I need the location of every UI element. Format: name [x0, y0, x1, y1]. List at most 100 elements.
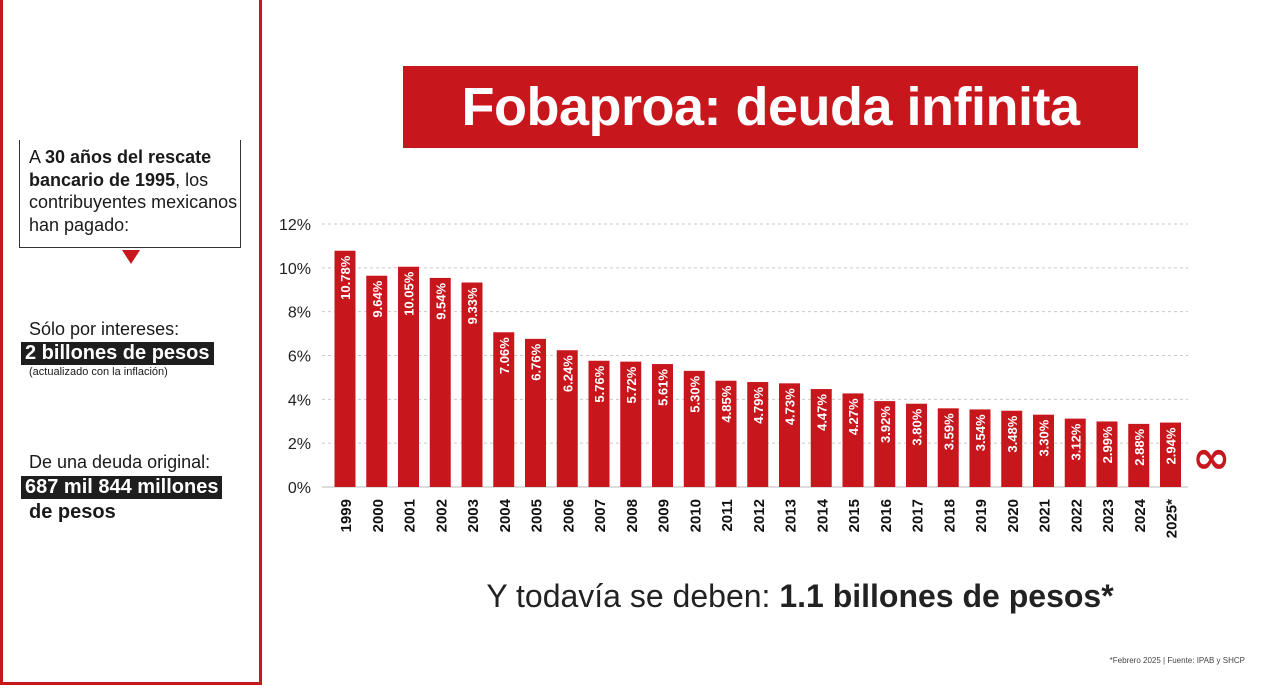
bar — [906, 403, 927, 487]
intro-box — [19, 140, 241, 248]
bar — [715, 380, 737, 487]
x-tick-label: 2012 — [751, 499, 768, 532]
data-label: 9.64% — [370, 280, 385, 317]
bar — [874, 401, 896, 487]
x-tick-label: 2011 — [719, 499, 736, 532]
bar — [366, 275, 388, 487]
x-tick-label: 2014 — [814, 498, 831, 532]
y-tick-label: 6% — [288, 349, 311, 366]
bar — [1160, 422, 1181, 487]
data-label: 2.99% — [1100, 426, 1115, 463]
data-label: 5.61% — [656, 369, 671, 406]
x-tick-label: 2008 — [624, 499, 641, 532]
data-label: 3.12% — [1068, 423, 1083, 460]
x-tick-label: 2020 — [1005, 499, 1022, 532]
bar — [493, 332, 515, 487]
x-tick-label: 2025* — [1164, 499, 1181, 538]
x-tick-label: 2007 — [592, 499, 609, 532]
bar — [620, 361, 642, 487]
x-tick-label: 2003 — [465, 499, 482, 532]
data-label: 7.06% — [497, 337, 512, 374]
bar — [525, 338, 546, 487]
interests-note: (actualizado con la inflación) — [29, 366, 168, 378]
bar — [969, 409, 991, 487]
bar — [588, 360, 610, 487]
data-label: 4.85% — [719, 385, 734, 422]
data-label: 9.33% — [465, 287, 480, 324]
y-tick-label: 10% — [279, 261, 311, 278]
original-debt-label: De una deuda original: — [29, 452, 211, 472]
x-tick-label: 2019 — [973, 499, 990, 532]
x-tick-label: 2000 — [370, 499, 387, 532]
data-label: 5.72% — [624, 366, 639, 403]
data-label: 3.59% — [941, 413, 956, 450]
bar — [556, 350, 578, 487]
y-tick-label: 0% — [288, 480, 311, 497]
original-debt-block: De una deuda original: 687 mil 844 millo… — [21, 451, 259, 524]
data-label: 2.88% — [1132, 428, 1147, 465]
x-tick-label: 2016 — [878, 499, 895, 532]
x-tick-label: 2021 — [1037, 499, 1054, 532]
data-label: 4.47% — [814, 394, 829, 431]
y-tick-label: 12% — [279, 217, 311, 234]
bar — [1001, 410, 1023, 487]
bar — [842, 393, 864, 487]
bar — [937, 408, 959, 487]
x-tick-label: 2010 — [687, 499, 704, 532]
y-tick-label: 2% — [288, 436, 311, 453]
x-tick-label: 1999 — [338, 499, 355, 532]
data-label: 4.27% — [846, 398, 861, 435]
left-panel: A 30 años del rescate bancario de 1995, … — [0, 0, 262, 685]
x-tick-label: 2004 — [497, 498, 514, 532]
data-label: 6.76% — [529, 343, 544, 380]
bar — [461, 282, 483, 487]
data-label: 2.94% — [1164, 427, 1179, 464]
data-label: 9.54% — [433, 282, 448, 319]
original-debt-amount-line2: de pesos — [29, 501, 116, 523]
x-tick-label: 2001 — [402, 499, 419, 532]
x-tick-label: 2005 — [529, 499, 546, 532]
pointer-arrow-icon — [122, 250, 140, 264]
interests-block: Sólo por intereses: 2 billones de pesos … — [21, 318, 259, 379]
data-label: 10.78% — [338, 255, 353, 300]
interests-label: Sólo por intereses: — [29, 319, 180, 339]
x-tick-label: 2023 — [1100, 499, 1117, 532]
intro-text: A 30 años del rescate bancario de 1995, … — [29, 147, 238, 235]
bar — [652, 364, 673, 487]
x-tick-label: 2024 — [1132, 498, 1149, 532]
data-label: 4.73% — [783, 388, 798, 425]
x-tick-label: 2009 — [656, 499, 673, 532]
x-tick-label: 2002 — [433, 499, 450, 532]
bar — [1064, 418, 1086, 487]
x-tick-label: 2017 — [910, 499, 927, 532]
data-label: 3.48% — [1005, 415, 1020, 452]
bar — [683, 370, 705, 487]
x-tick-label: 2022 — [1068, 499, 1085, 532]
bar — [810, 389, 832, 487]
bar — [398, 266, 419, 487]
data-label: 3.80% — [910, 408, 925, 445]
data-label: 3.30% — [1037, 419, 1052, 456]
data-label: 4.79% — [751, 387, 766, 424]
footnote: *Febrero 2025 | Fuente: IPAB y SHCP — [1109, 656, 1245, 665]
y-tick-label: 8% — [288, 305, 311, 322]
bar — [779, 383, 800, 487]
data-label: 5.30% — [687, 375, 702, 412]
data-label: 6.24% — [560, 355, 575, 392]
x-tick-label: 2006 — [560, 499, 577, 532]
bar — [1128, 423, 1150, 487]
summary-text: Y todavía se deben: 1.1 billones de peso… — [486, 578, 1114, 614]
page-title: Fobaproa: deuda infinita — [461, 77, 1081, 137]
y-tick-label: 4% — [288, 392, 311, 409]
bar — [747, 382, 769, 487]
bar — [429, 277, 451, 487]
bar — [334, 250, 356, 487]
title-banner: Fobaproa: deuda infinita — [403, 66, 1138, 148]
interests-amount: 2 billones de pesos — [21, 342, 214, 365]
data-label: 3.54% — [973, 414, 988, 451]
data-label: 3.92% — [878, 406, 893, 443]
original-debt-amount: 687 mil 844 millones — [21, 476, 223, 499]
infinity-icon: ∞ — [1192, 430, 1230, 484]
x-tick-label: 2013 — [783, 499, 800, 532]
data-label: 5.76% — [592, 365, 607, 402]
